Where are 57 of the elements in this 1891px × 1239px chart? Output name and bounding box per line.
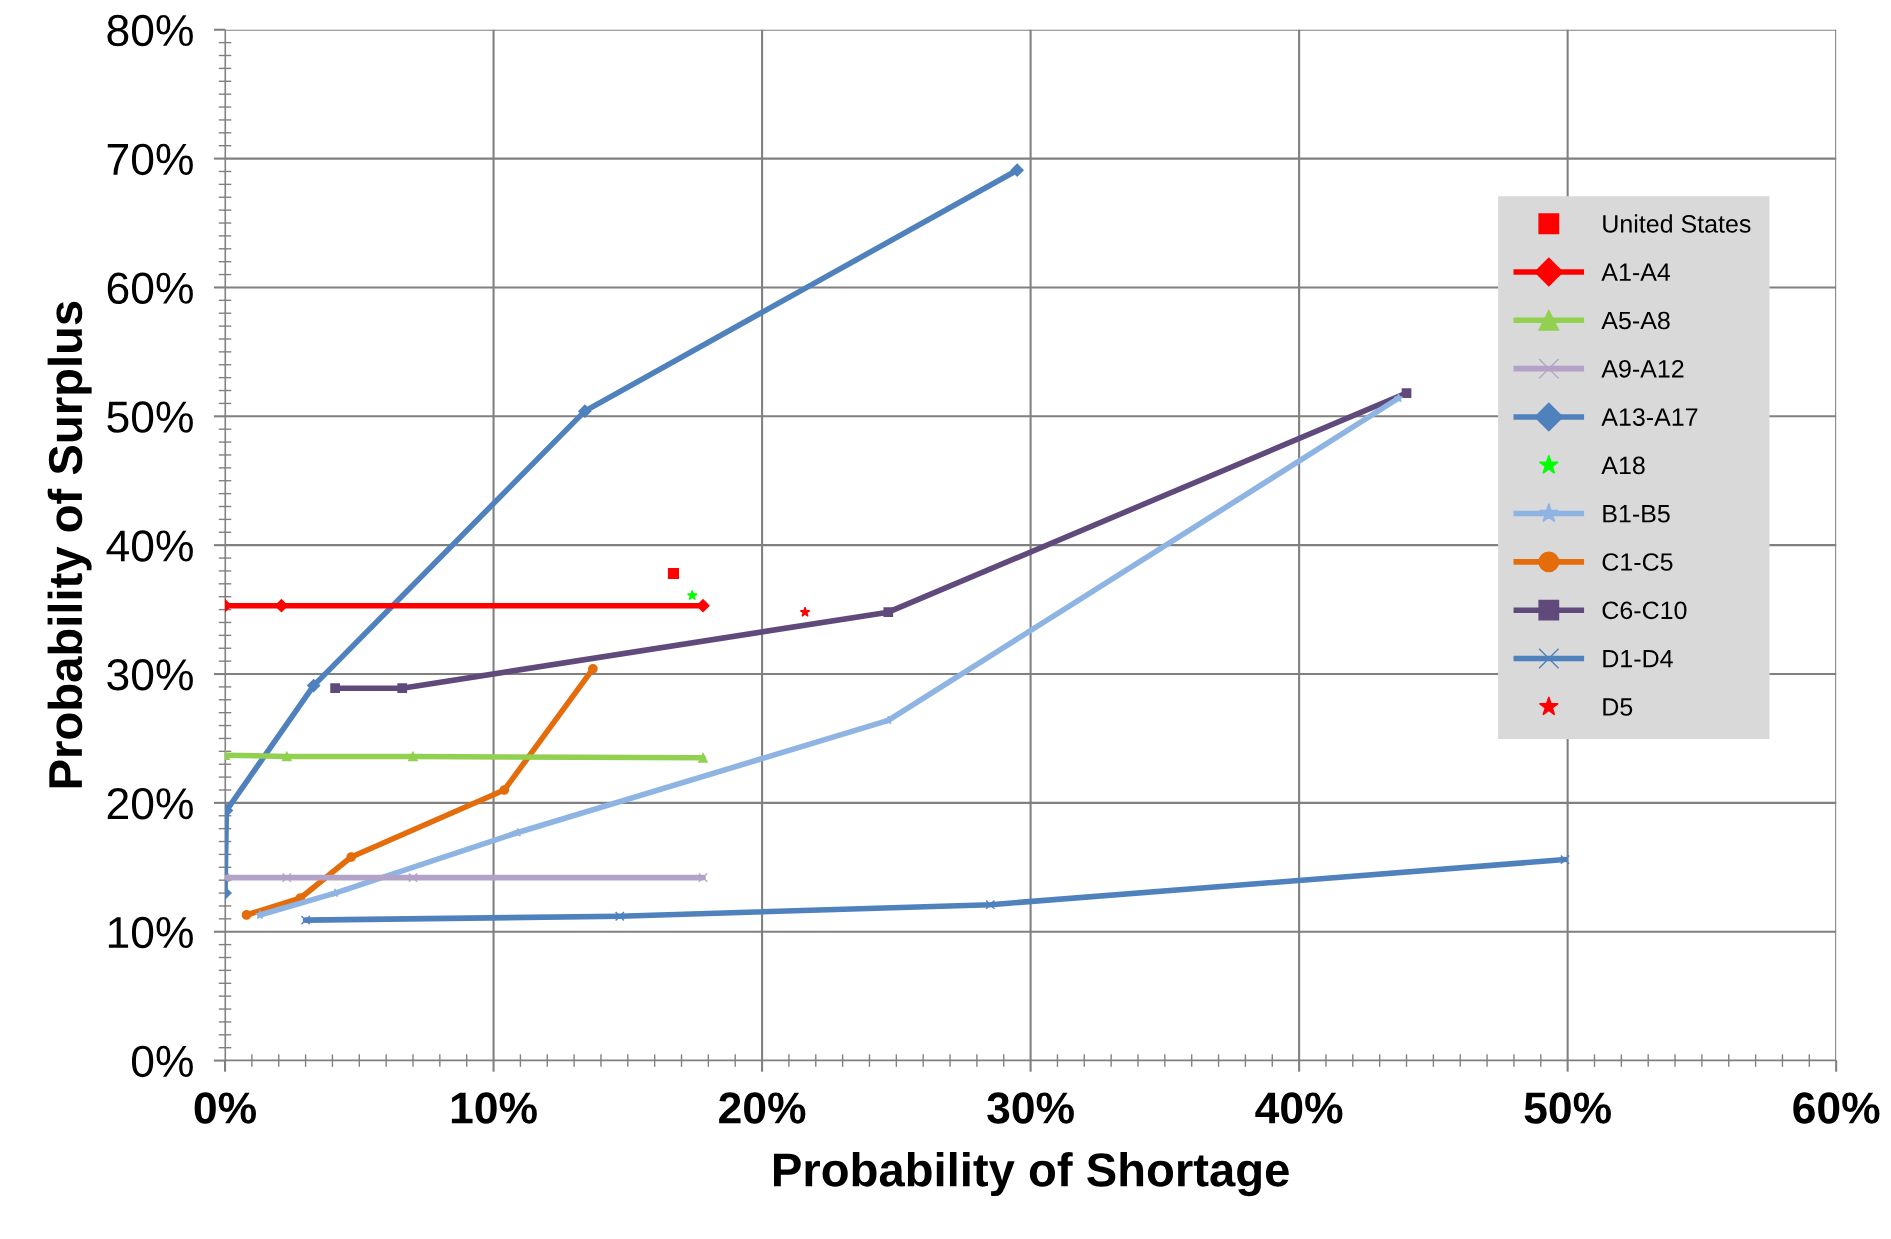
legend-label: D1-D4 <box>1603 650 1673 668</box>
point <box>1010 163 1024 177</box>
legend-label: A1-A4 <box>1601 263 1671 281</box>
legend-label: C1-C5 <box>1602 553 1673 571</box>
legend-label: D5 <box>1603 698 1633 716</box>
point <box>686 589 698 601</box>
point <box>883 715 893 725</box>
point <box>281 872 292 883</box>
legend-label: C6-C10 <box>1602 601 1687 620</box>
point <box>408 751 418 762</box>
point <box>300 915 311 925</box>
point <box>799 606 811 617</box>
point <box>1401 388 1412 398</box>
x-tick-label: 30% <box>987 1092 1074 1124</box>
point <box>397 683 408 694</box>
y-tick-label: 40% <box>106 530 193 562</box>
point <box>614 911 625 922</box>
point <box>985 899 996 910</box>
y-tick-label: 20% <box>107 787 193 820</box>
point <box>281 751 292 762</box>
y-tick-label: 30% <box>107 659 193 691</box>
point <box>1560 854 1570 865</box>
legend-label: A5-A8 <box>1601 311 1670 330</box>
point <box>588 663 598 674</box>
legend-label: A13-A17 <box>1601 408 1698 426</box>
legend-label: B1-B5 <box>1603 505 1670 523</box>
x-tick-label: 40% <box>1255 1092 1343 1124</box>
legend-label: A18 <box>1601 456 1645 475</box>
point <box>698 752 708 763</box>
y-tick-label: 0% <box>131 1045 193 1078</box>
point <box>698 872 708 883</box>
point <box>883 607 894 618</box>
y-tick-label: 80% <box>107 14 193 47</box>
x-tick-label: 10% <box>451 1092 537 1124</box>
x-tick-label: 0% <box>194 1092 256 1124</box>
y-tick-label: 70% <box>107 143 193 176</box>
point <box>330 683 340 694</box>
point <box>696 599 710 613</box>
legend-label: United States <box>1603 214 1751 233</box>
x-tick-label: 60% <box>1793 1092 1880 1124</box>
y-tick-label: 60% <box>107 272 193 304</box>
point <box>667 567 680 580</box>
point <box>408 872 418 883</box>
x-axis-title: Probability of Shortage <box>774 1152 1289 1197</box>
y-axis-title: Probability of Surplus <box>47 301 92 788</box>
x-tick-label: 50% <box>1524 1092 1611 1124</box>
y-tick-label: 50% <box>107 401 193 433</box>
point <box>330 888 340 898</box>
point <box>1393 393 1404 403</box>
x-tick-label: 20% <box>719 1092 806 1124</box>
legend-label: A9-A12 <box>1601 359 1684 378</box>
point <box>241 910 252 920</box>
point <box>346 852 357 862</box>
point <box>499 785 510 795</box>
y-tick-label: 10% <box>108 916 193 949</box>
point <box>307 679 321 693</box>
point <box>578 404 592 418</box>
